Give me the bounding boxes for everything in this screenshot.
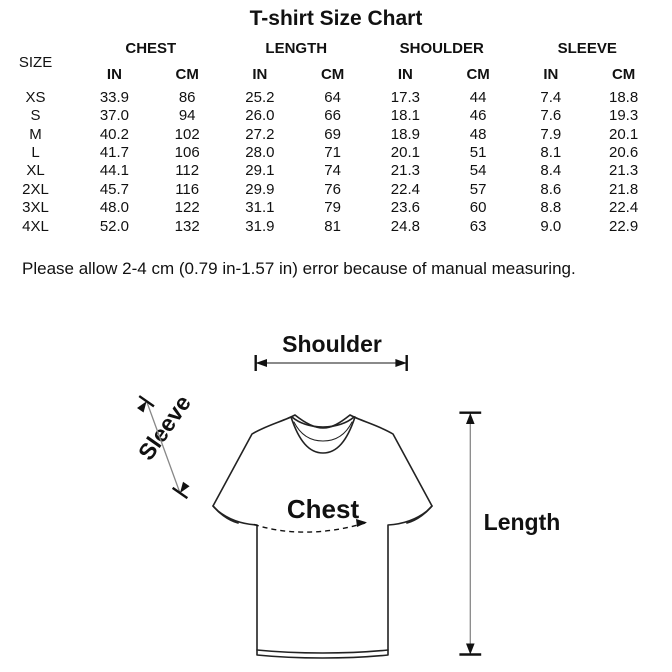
svg-text:Sleeve: Sleeve — [133, 390, 196, 465]
svg-text:Length: Length — [484, 509, 561, 535]
svg-text:Shoulder: Shoulder — [282, 331, 382, 357]
svg-text:Chest: Chest — [287, 494, 360, 524]
